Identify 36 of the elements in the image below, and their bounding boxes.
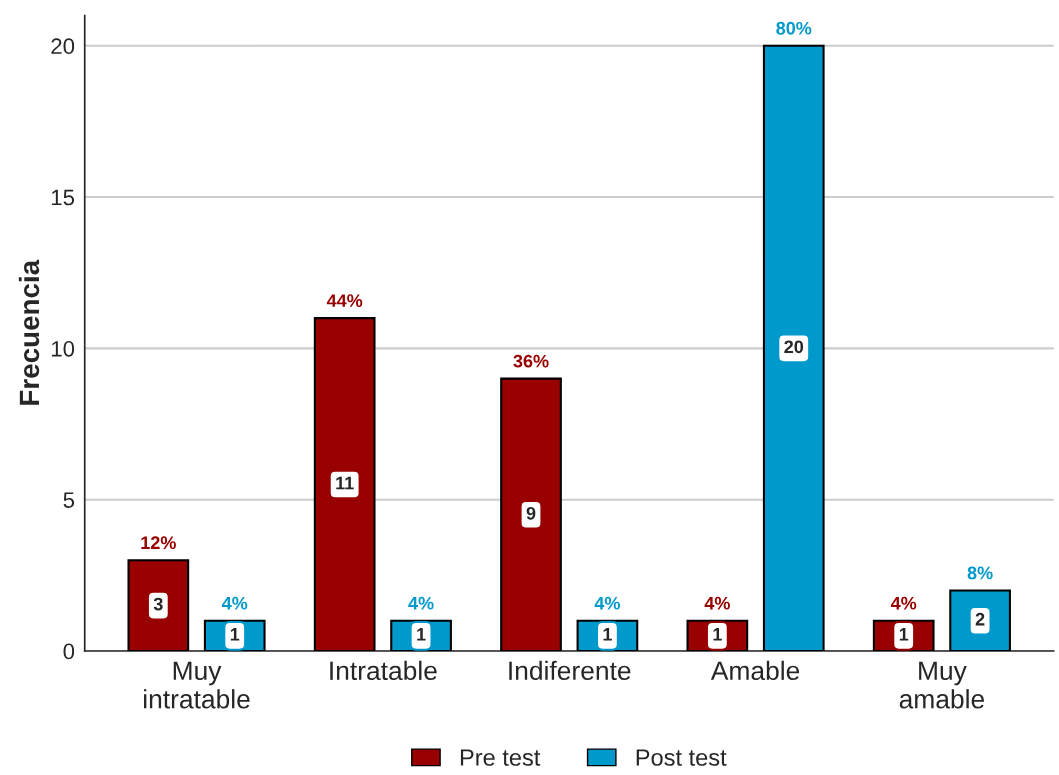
annotation: 12%	[141, 536, 176, 550]
annotation: 8%	[967, 566, 993, 580]
annotation: 4%	[704, 596, 730, 610]
data-label: 11	[336, 476, 354, 490]
y-tick-label: 0	[63, 643, 75, 660]
bar	[500, 377, 562, 651]
data-label: 1	[603, 628, 612, 641]
y-axis-title: Frecuencia	[18, 259, 40, 405]
data-label: 2	[975, 612, 985, 626]
annotation: 4%	[594, 596, 620, 610]
legend-label: Pre test	[460, 749, 541, 766]
legend-label: Post test	[636, 749, 727, 766]
x-tick-label: Muy intratable	[144, 661, 250, 709]
annotation: 80%	[776, 21, 812, 35]
data-label: 1	[417, 628, 426, 641]
x-tick-label: Indiferente	[509, 660, 631, 681]
x-tick-label: Muy amable	[899, 661, 984, 709]
x-tick-label: Amable	[710, 660, 800, 681]
annotation: 4%	[408, 596, 434, 610]
data-label: 9	[526, 506, 536, 520]
y-tick-label: 10	[51, 340, 75, 357]
annotation: 4%	[890, 596, 917, 610]
x-tick-label: Intratable	[330, 660, 437, 681]
bar	[762, 44, 825, 651]
annotation: 4%	[221, 596, 248, 610]
annotation: 36%	[513, 354, 549, 368]
data-label: 1	[230, 628, 240, 641]
y-tick-label: 15	[51, 189, 75, 206]
bar	[313, 317, 376, 651]
data-label: 20	[784, 340, 804, 354]
y-tick-label: 20	[51, 38, 75, 55]
data-label: 3	[153, 597, 163, 611]
annotation: 44%	[326, 294, 363, 307]
y-tick-label: 5	[63, 492, 75, 508]
data-label: 1	[713, 628, 722, 641]
data-label: 1	[899, 628, 909, 641]
